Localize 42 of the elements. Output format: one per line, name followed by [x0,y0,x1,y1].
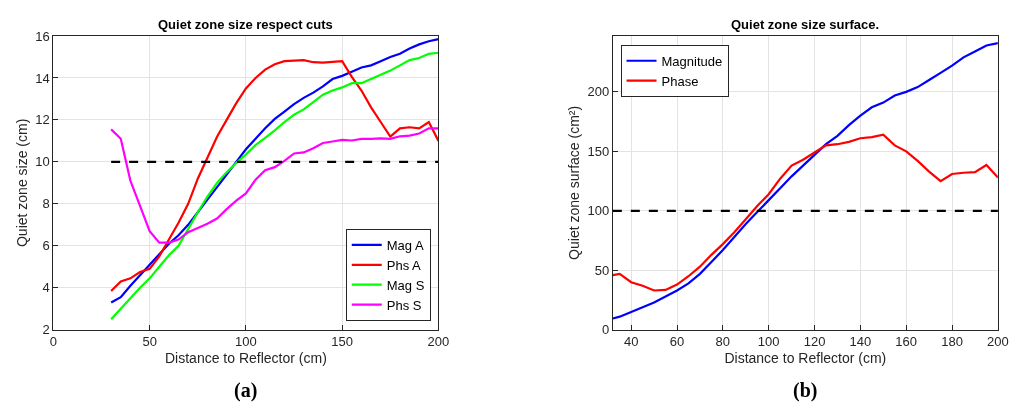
chart-title: Quiet zone size surface. [731,17,880,32]
y-tick-label: 16 [35,28,50,44]
x-tick-label: 100 [757,334,780,350]
x-tick-label: 120 [803,334,826,350]
y-tick-label: 150 [587,143,610,159]
chart-title: Quiet zone size respect cuts [158,17,333,32]
y-tick-label: 12 [35,112,50,128]
y-tick-label: 8 [42,196,50,212]
x-axis-title: Distance to Reflector (cm) [165,349,327,366]
x-tick-label: 200 [987,334,1009,350]
text: (a) [234,379,258,402]
x-tick-label: 60 [669,334,685,350]
line-series [612,42,998,320]
legend-label: Magnitude [661,53,723,69]
x-tick-label: 50 [142,334,157,350]
y-tick-label: 200 [587,84,610,100]
y-tick-label: 0 [602,322,610,338]
x-tick-label: 150 [331,334,354,350]
legend-label: Phs S [386,297,422,313]
legend-label: Phase [661,73,699,89]
x-tick-label: 140 [849,334,872,350]
legend-label: Phs A [386,257,422,273]
y-tick-label: 6 [42,238,50,254]
x-tick-label: 160 [895,334,918,350]
y-tick-label: 100 [587,203,610,219]
text: (b) [793,379,818,402]
x-tick-label: 180 [941,334,963,350]
y-tick-label: 2 [42,322,50,338]
legend-label: Mag S [386,277,425,293]
x-tick-label: 80 [715,334,731,350]
y-tick-label: 50 [594,262,610,278]
x-tick-label: 100 [235,334,257,350]
x-tick-label: 200 [427,334,450,350]
line-series [612,133,998,292]
legend-label: Mag A [386,237,424,253]
y-tick-label: 10 [35,154,50,170]
x-axis-title: Distance to Reflector (cm) [724,349,887,366]
y-axis-title: Quiet zone size (cm) [13,118,30,248]
y-axis-title: Quiet zone surface (cm²) [566,105,583,260]
y-tick-label: 14 [35,70,50,86]
y-tick-label: 4 [42,280,50,296]
x-tick-label: 40 [623,334,639,350]
